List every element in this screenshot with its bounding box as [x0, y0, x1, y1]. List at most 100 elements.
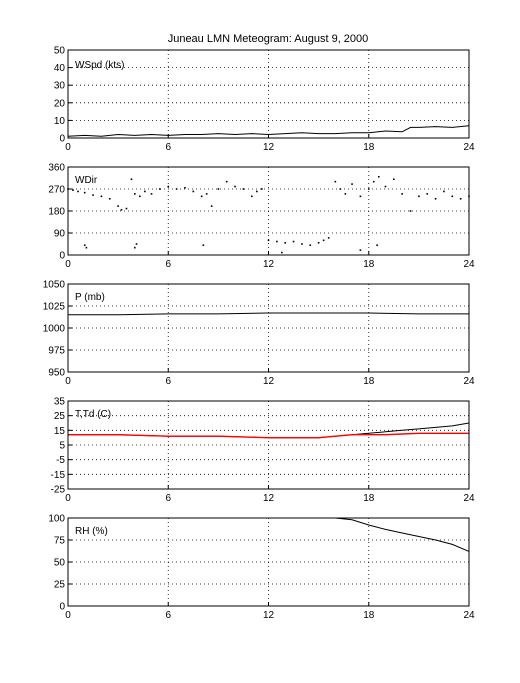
- panel-1-point: [100, 195, 103, 198]
- panel-0-y-tick-label: 0: [59, 134, 65, 145]
- panel-1-y-tick-label: 180: [48, 207, 65, 218]
- panel-0-series-line-0: [67, 125, 470, 137]
- panel-1-point: [234, 185, 236, 188]
- panel-0-y-tick-label: 10: [54, 116, 66, 127]
- panel-4-x-tick-label: 0: [65, 610, 71, 621]
- panel-3-y-tick-label: 15: [54, 426, 66, 437]
- panel-2-y-tick-label: 975: [48, 346, 65, 357]
- panel-2-y-tick-label: 1025: [43, 302, 66, 313]
- panel-1-point: [276, 240, 278, 243]
- panel-4-y-tick-label: 50: [54, 558, 66, 569]
- panel-1-point: [225, 180, 228, 183]
- panel-0-y-tick-label: 40: [54, 63, 66, 74]
- panel-1-x-tick-label: 0: [65, 259, 71, 270]
- panel-3-y-tick-label: -15: [51, 470, 66, 481]
- panel-1-x-tick-label: 12: [263, 259, 275, 270]
- panel-2-x-tick-label: 6: [165, 376, 171, 387]
- panel-1-point: [108, 197, 111, 200]
- panel-1-point: [125, 207, 128, 210]
- panel-1-point: [135, 243, 138, 245]
- panel-1-point: [317, 241, 320, 244]
- panel-0-y-tick-label: 30: [54, 81, 66, 92]
- panel-1-point: [359, 195, 362, 198]
- panel-1-point: [301, 243, 303, 245]
- panel-0-y-tick-label: 20: [54, 98, 66, 109]
- panel-1-point: [309, 244, 312, 247]
- panel-2-y-tick-label: 1050: [43, 280, 66, 291]
- panel-1-y-tick-label: 270: [48, 185, 65, 196]
- temperature-dewpoint-label: T,Td (C): [75, 409, 111, 420]
- panel-1-point: [242, 188, 245, 190]
- panel-1-point: [117, 205, 119, 207]
- panel-1-point: [256, 190, 258, 193]
- panel-1-point: [139, 195, 141, 198]
- panel-1-point: [367, 188, 370, 190]
- panel-2-y-tick-label: 1000: [43, 324, 66, 335]
- panel-2-x-tick-label: 12: [263, 376, 275, 387]
- panel-4-x-tick-label: 24: [463, 610, 475, 621]
- panel-1-point: [120, 208, 123, 211]
- panel-1-point: [210, 205, 213, 207]
- panel-3-series-line-1: [68, 432, 469, 439]
- panel-4-y-tick-label: 0: [59, 602, 65, 613]
- panel-0-x-tick-label: 12: [263, 142, 275, 153]
- panel-3-x-tick-label: 6: [165, 493, 171, 504]
- pressure-label: P (mb): [75, 292, 105, 303]
- panel-1-point: [83, 191, 86, 194]
- panel-4-y-tick-label: 25: [54, 580, 66, 591]
- panel-1-point: [377, 175, 380, 178]
- panel-1-point: [205, 193, 208, 195]
- panel-1-point: [281, 251, 283, 254]
- panel-1-point: [376, 244, 378, 247]
- panel-1-point: [72, 189, 74, 192]
- panel-1-x-tick-label: 18: [363, 259, 375, 270]
- wind-direction-label: WDir: [75, 175, 98, 186]
- panel-1-point: [284, 241, 287, 244]
- panel-1-point: [393, 178, 395, 181]
- panel-1-point: [144, 190, 146, 193]
- panel-4-x-tick-label: 18: [363, 610, 375, 621]
- panel-4-y-tick-label: 100: [48, 514, 65, 525]
- relative-humidity-label: RH (%): [75, 526, 108, 537]
- panel-1-point: [267, 239, 270, 242]
- panel-1-point: [459, 197, 462, 200]
- panel-1-point: [339, 188, 342, 190]
- panel-0-y-tick-label: 50: [54, 46, 66, 57]
- wind-speed-label: WSpd (kts): [75, 60, 124, 71]
- panel-1-point: [434, 197, 437, 200]
- panel-1-point: [92, 194, 94, 196]
- panel-1-point: [250, 195, 253, 198]
- panel-1-point: [334, 180, 337, 183]
- panel-1-point: [372, 180, 375, 183]
- panel-0-x-tick-label: 24: [463, 142, 475, 153]
- panel-1-point: [322, 239, 325, 242]
- panel-3-y-tick-label: 5: [59, 441, 65, 452]
- panel-4-y-tick-label: 75: [54, 536, 66, 547]
- panel-1-point: [130, 178, 133, 181]
- panel-1-point: [134, 246, 136, 249]
- panel-0-x-tick-label: 0: [65, 142, 71, 153]
- panel-3-y-tick-label: -25: [51, 485, 66, 496]
- panel-1-point: [159, 188, 161, 190]
- wind-direction-panel: WDir 0 6 12 18 24 0 90 180 270 360: [48, 163, 475, 271]
- temperature-dewpoint-panel: T,Td (C) 0 6 12 18 24 -25 -15 -5 5 15 25 35: [51, 397, 475, 505]
- pressure-panel: P (mb) 0 6 12 18 24 950 975 1000 1025 1050: [43, 280, 475, 388]
- panel-1-point: [261, 188, 263, 190]
- panel-1-point: [134, 193, 136, 195]
- panel-3-x-tick-label: 0: [65, 493, 71, 504]
- panel-1-point: [327, 237, 330, 239]
- panel-3-y-tick-label: 35: [54, 397, 66, 408]
- panel-1-x-tick-label: 24: [463, 259, 475, 270]
- panel-1-point: [83, 244, 86, 247]
- panel-4-x-tick-label: 12: [263, 610, 275, 621]
- panel-1-y-tick-label: 90: [54, 229, 66, 240]
- panel-1-point: [443, 190, 445, 193]
- panel-1-point: [359, 249, 362, 251]
- panel-3-x-tick-label: 18: [363, 493, 375, 504]
- panel-1-point: [200, 195, 203, 198]
- panel-4-x-tick-label: 6: [165, 610, 171, 621]
- panel-2-y-tick-label: 950: [48, 368, 65, 379]
- panel-1-point: [192, 190, 195, 193]
- panel-1-point: [426, 193, 429, 195]
